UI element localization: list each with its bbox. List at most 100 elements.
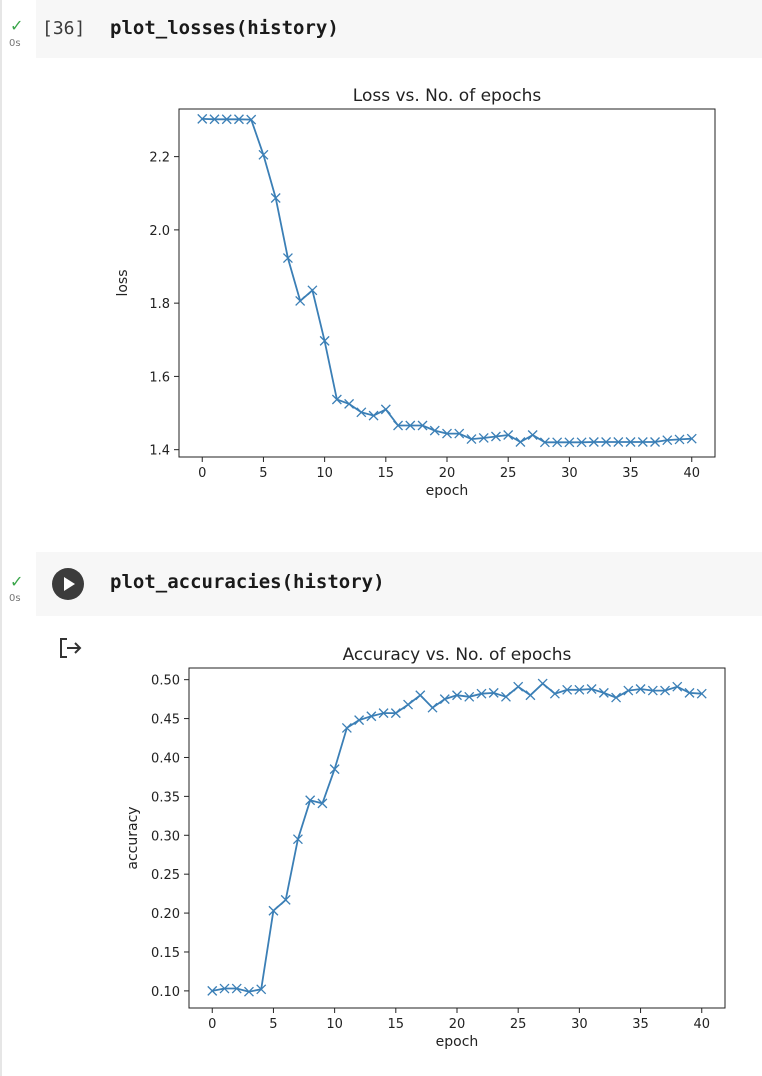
data-point-marker — [429, 425, 440, 436]
notebook-left-rail — [0, 0, 2, 1076]
data-point-marker — [246, 114, 257, 125]
data-point-marker — [696, 688, 707, 699]
data-point-marker — [488, 687, 499, 698]
execution-duration: 0s — [9, 593, 21, 604]
execution-count: [36] — [42, 18, 86, 39]
code-text[interactable]: plot_losses(history) — [110, 17, 339, 39]
y-axis-label: loss — [115, 269, 131, 296]
data-point-marker — [234, 114, 244, 125]
data-point-marker — [307, 285, 318, 296]
y-tick-label: 0.40 — [151, 751, 180, 766]
data-point-marker — [500, 691, 511, 702]
x-tick-label: 30 — [561, 466, 578, 481]
data-point-marker — [611, 692, 622, 703]
data-point-marker — [319, 335, 330, 346]
data-point-marker — [295, 295, 306, 306]
chart-title: Loss vs. No. of epochs — [353, 86, 542, 106]
data-point-marker — [244, 986, 254, 997]
x-tick-label: 20 — [439, 466, 456, 481]
data-point-marker — [613, 437, 624, 447]
data-point-marker — [490, 431, 501, 442]
data-point-marker — [207, 985, 218, 996]
data-point-marker — [393, 420, 404, 431]
data-point-marker — [331, 394, 342, 405]
data-point-marker — [539, 437, 550, 448]
data-point-marker — [623, 685, 634, 696]
code-editor[interactable]: plot_accuracies(history) — [36, 552, 762, 616]
data-point-marker — [525, 690, 536, 701]
x-tick-label: 5 — [269, 1017, 277, 1032]
x-tick-label: 25 — [510, 1017, 527, 1032]
data-point-marker — [427, 702, 438, 713]
data-point-marker — [686, 433, 697, 444]
x-axis-label: epoch — [426, 483, 469, 499]
code-text[interactable]: plot_accuracies(history) — [110, 571, 385, 593]
plot-frame — [178, 108, 716, 458]
data-point-marker — [478, 432, 489, 443]
data-point-marker — [672, 681, 683, 692]
y-tick-label: 0.45 — [151, 713, 180, 728]
data-point-marker — [647, 685, 658, 696]
x-tick-label: 25 — [500, 466, 517, 481]
code-cell-losses[interactable]: ✓ 0s [36] plot_losses(history) Loss vs. … — [0, 0, 762, 540]
data-point-marker — [464, 691, 475, 702]
data-point-marker — [221, 114, 232, 125]
check-icon: ✓ — [10, 16, 24, 35]
x-tick-label: 35 — [632, 1017, 649, 1032]
data-point-marker — [650, 437, 660, 447]
code-editor[interactable]: [36] plot_losses(history) — [36, 0, 762, 58]
y-tick-label: 2.0 — [149, 224, 170, 239]
x-tick-label: 10 — [316, 466, 333, 481]
data-point-marker — [598, 687, 609, 698]
data-point-marker — [292, 834, 303, 845]
data-point-marker — [197, 113, 208, 124]
data-point-marker — [231, 983, 242, 994]
x-tick-label: 0 — [208, 1017, 216, 1032]
x-tick-label: 15 — [378, 466, 395, 481]
y-tick-label: 1.4 — [149, 444, 170, 459]
data-point-marker — [635, 684, 646, 694]
code-cell-accuracies[interactable]: ✓ 0s plot_accuracies(history) Accuracy v… — [0, 552, 762, 1076]
y-axis-label: accuracy — [125, 806, 141, 869]
data-point-marker — [380, 404, 391, 415]
data-point-marker — [684, 687, 695, 698]
x-tick-label: 40 — [693, 1017, 710, 1032]
data-point-marker — [390, 708, 401, 719]
output-arrow-icon[interactable] — [58, 636, 84, 660]
data-point-marker — [280, 894, 291, 905]
data-point-marker — [354, 715, 365, 726]
data-point-marker — [209, 114, 220, 125]
play-icon — [64, 577, 75, 591]
y-tick-label: 2.2 — [149, 151, 170, 166]
y-tick-label: 1.6 — [149, 370, 170, 385]
data-point-marker — [341, 722, 352, 733]
data-point-marker — [442, 428, 452, 439]
x-tick-label: 15 — [388, 1017, 405, 1032]
data-point-marker — [366, 711, 377, 722]
y-tick-label: 0.20 — [151, 907, 180, 922]
chart-title: Accuracy vs. No. of epochs — [343, 645, 572, 665]
plot-frame — [188, 667, 726, 1009]
data-point-marker — [405, 420, 416, 431]
data-point-marker — [368, 410, 379, 421]
data-point-marker — [270, 193, 281, 203]
data-point-marker — [476, 688, 487, 699]
loss-chart: Loss vs. No. of epochs 0 5 10 15 20 25 30 35 40 1.… — [115, 86, 716, 499]
data-point-marker — [562, 684, 573, 695]
data-point-marker — [356, 407, 367, 418]
data-point-marker — [454, 428, 465, 439]
run-cell-button[interactable] — [52, 568, 84, 600]
data-point-marker — [403, 699, 414, 710]
data-point-marker — [574, 684, 585, 695]
x-tick-label: 35 — [622, 466, 639, 481]
data-point-marker — [552, 437, 563, 448]
data-point-marker — [549, 688, 560, 699]
data-point-marker — [344, 398, 355, 409]
y-tick-label: 0.25 — [151, 868, 180, 883]
data-point-marker — [527, 430, 538, 440]
execution-duration: 0s — [9, 38, 21, 49]
data-point-marker — [268, 905, 279, 916]
y-tick-label: 0.35 — [151, 790, 180, 805]
accuracy-chart: Accuracy vs. No. of epochs 0 5 10 15 20 25 30 35… — [125, 645, 726, 1050]
x-tick-label: 30 — [571, 1017, 588, 1032]
